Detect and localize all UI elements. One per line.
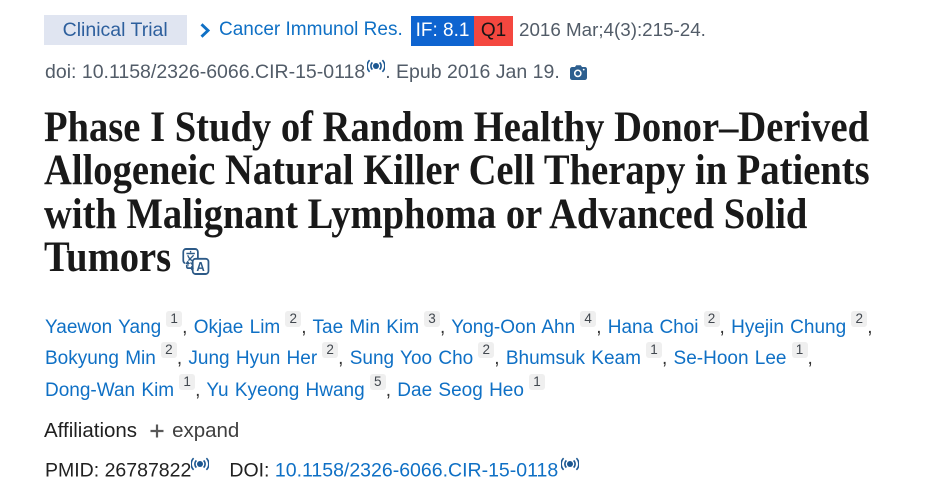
svg-text:A: A xyxy=(196,260,205,275)
